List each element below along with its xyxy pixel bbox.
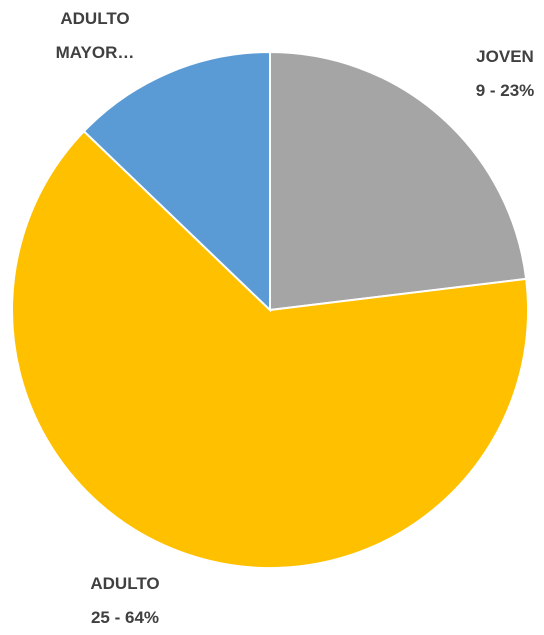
data-label: JOVEN 9 - 23% (445, 40, 544, 108)
category-label: ADULTO MAYOR… (55, 9, 135, 62)
category-label: JOVEN (476, 47, 534, 66)
pie-slice (82, 50, 271, 313)
data-label: ADULTO 25 - 64% (65, 567, 185, 635)
pie-slice (269, 50, 528, 312)
value-label: 25 - 64% (90, 608, 160, 627)
pie-slice (11, 129, 529, 569)
data-label: ADULTO MAYOR… (35, 2, 155, 70)
category-label: ADULTO (90, 574, 160, 593)
value-label: 9 - 23% (475, 81, 535, 100)
